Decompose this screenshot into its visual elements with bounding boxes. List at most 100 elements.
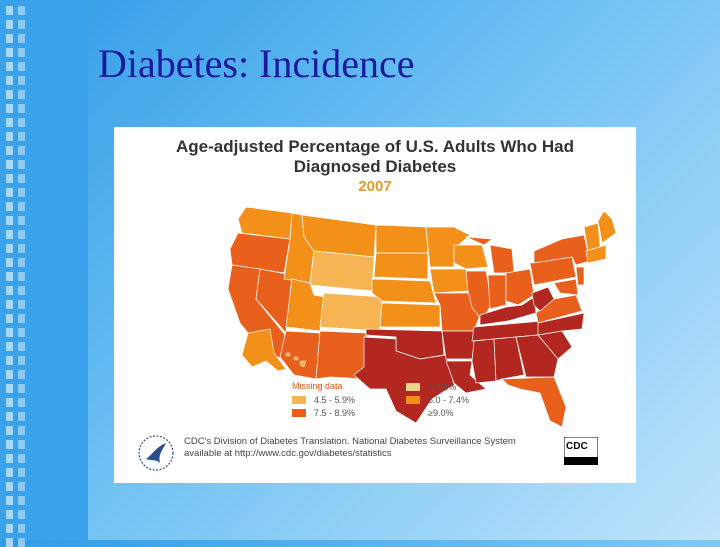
- strip-square: [18, 482, 25, 491]
- strip-square: [18, 132, 25, 141]
- strip-square: [18, 6, 25, 15]
- strip-square: [18, 538, 25, 547]
- legend-swatch: [292, 395, 306, 404]
- strip-square: [6, 216, 13, 225]
- strip-square: [6, 524, 13, 533]
- strip-square: [18, 202, 25, 211]
- strip-square: [18, 398, 25, 407]
- strip-square: [6, 496, 13, 505]
- state-north-dakota: [375, 224, 429, 254]
- strip-square: [18, 426, 25, 435]
- strip-square: [18, 454, 25, 463]
- cdc-logo: [563, 436, 599, 466]
- strip-square: [18, 160, 25, 169]
- strip-square: [18, 90, 25, 99]
- state-colorado: [319, 292, 383, 332]
- state-maryland: [553, 278, 579, 296]
- hhs-eagle-icon: [138, 435, 174, 471]
- strip-square: [18, 258, 25, 267]
- state-alabama: [493, 336, 525, 382]
- strip-square: [6, 412, 13, 421]
- strip-square: [18, 118, 25, 127]
- legend-label: 6.0 - 7.4%: [428, 394, 470, 405]
- strip-square: [6, 538, 13, 547]
- strip-square: [18, 370, 25, 379]
- state-iowa: [429, 268, 471, 294]
- legend-missing-data: Missing data: [292, 381, 343, 391]
- state-nebraska: [371, 278, 437, 304]
- strip-square: [6, 314, 13, 323]
- state-arizona: [279, 330, 321, 380]
- strip-square: [6, 48, 13, 57]
- map-year: 2007: [358, 178, 392, 195]
- strip-square: [6, 20, 13, 29]
- strip-square: [6, 258, 13, 267]
- legend-right-column: < 4.5% 6.0 - 7.4% ≥9.0%: [406, 381, 469, 420]
- state-florida: [501, 376, 567, 428]
- diabetes-map-figure: Age-adjusted Percentage of U.S. Adults W…: [114, 127, 636, 483]
- strip-square: [18, 20, 25, 29]
- strip-square: [18, 146, 25, 155]
- strip-square: [6, 132, 13, 141]
- strip-square: [6, 230, 13, 239]
- state-utah: [285, 278, 325, 332]
- state-arkansas: [441, 330, 477, 360]
- strip-square: [6, 426, 13, 435]
- slide-title: Diabetes: Incidence: [98, 41, 415, 86]
- strip-square: [18, 356, 25, 365]
- strip-square: [18, 468, 25, 477]
- strip-square: [6, 482, 13, 491]
- legend-item: 6.0 - 7.4%: [406, 394, 469, 405]
- strip-square: [6, 118, 13, 127]
- state-wyoming: [309, 250, 375, 292]
- map-title-line1: Age-adjusted Percentage of U.S. Adults W…: [176, 137, 574, 156]
- strip-square: [6, 286, 13, 295]
- legend-swatch: [406, 382, 420, 391]
- strip-square: [6, 34, 13, 43]
- legend-label: 4.5 - 5.9%: [314, 394, 356, 405]
- state-hawaii: [285, 352, 307, 368]
- legend-item: < 4.5%: [406, 381, 469, 392]
- strip-square: [6, 6, 13, 15]
- strip-square: [6, 174, 13, 183]
- state-kansas: [379, 302, 441, 328]
- strip-square: [6, 62, 13, 71]
- legend-swatch: [292, 408, 306, 417]
- state-maine: [597, 210, 617, 244]
- state-new-mexico: [315, 330, 367, 380]
- state-ohio: [505, 268, 535, 306]
- strip-square: [6, 244, 13, 253]
- strip-square: [6, 76, 13, 85]
- legend-swatch: [406, 395, 420, 404]
- legend-swatch: [406, 408, 420, 417]
- strip-square: [6, 342, 13, 351]
- strip-square: [6, 454, 13, 463]
- strip-square: [18, 104, 25, 113]
- strip-square: [6, 104, 13, 113]
- strip-square: [18, 244, 25, 253]
- strip-square: [6, 90, 13, 99]
- strip-square: [18, 62, 25, 71]
- legend-item: 4.5 - 5.9%: [292, 394, 355, 405]
- strip-square: [18, 496, 25, 505]
- strip-square: [18, 510, 25, 519]
- strip-square: [18, 34, 25, 43]
- strip-square: [6, 188, 13, 197]
- strip-square: [18, 342, 25, 351]
- strip-square: [6, 510, 13, 519]
- strip-square: [6, 300, 13, 309]
- strip-square: [18, 286, 25, 295]
- strip-square: [6, 146, 13, 155]
- legend-left-column: 4.5 - 5.9% 7.5 - 8.9%: [292, 394, 355, 420]
- strip-square: [6, 202, 13, 211]
- strip-square: [18, 188, 25, 197]
- legend-item: 7.5 - 8.9%: [292, 407, 355, 418]
- footer-line1: CDC's Division of Diabetes Translation. …: [184, 436, 516, 447]
- strip-square: [6, 440, 13, 449]
- legend-label: ≥9.0%: [428, 407, 454, 418]
- state-mississippi: [471, 338, 497, 384]
- map-title-line2: Diagnosed Diabetes: [293, 157, 457, 176]
- strip-square: [18, 328, 25, 337]
- state-new-jersey: [575, 266, 585, 286]
- state-wisconsin: [453, 244, 489, 270]
